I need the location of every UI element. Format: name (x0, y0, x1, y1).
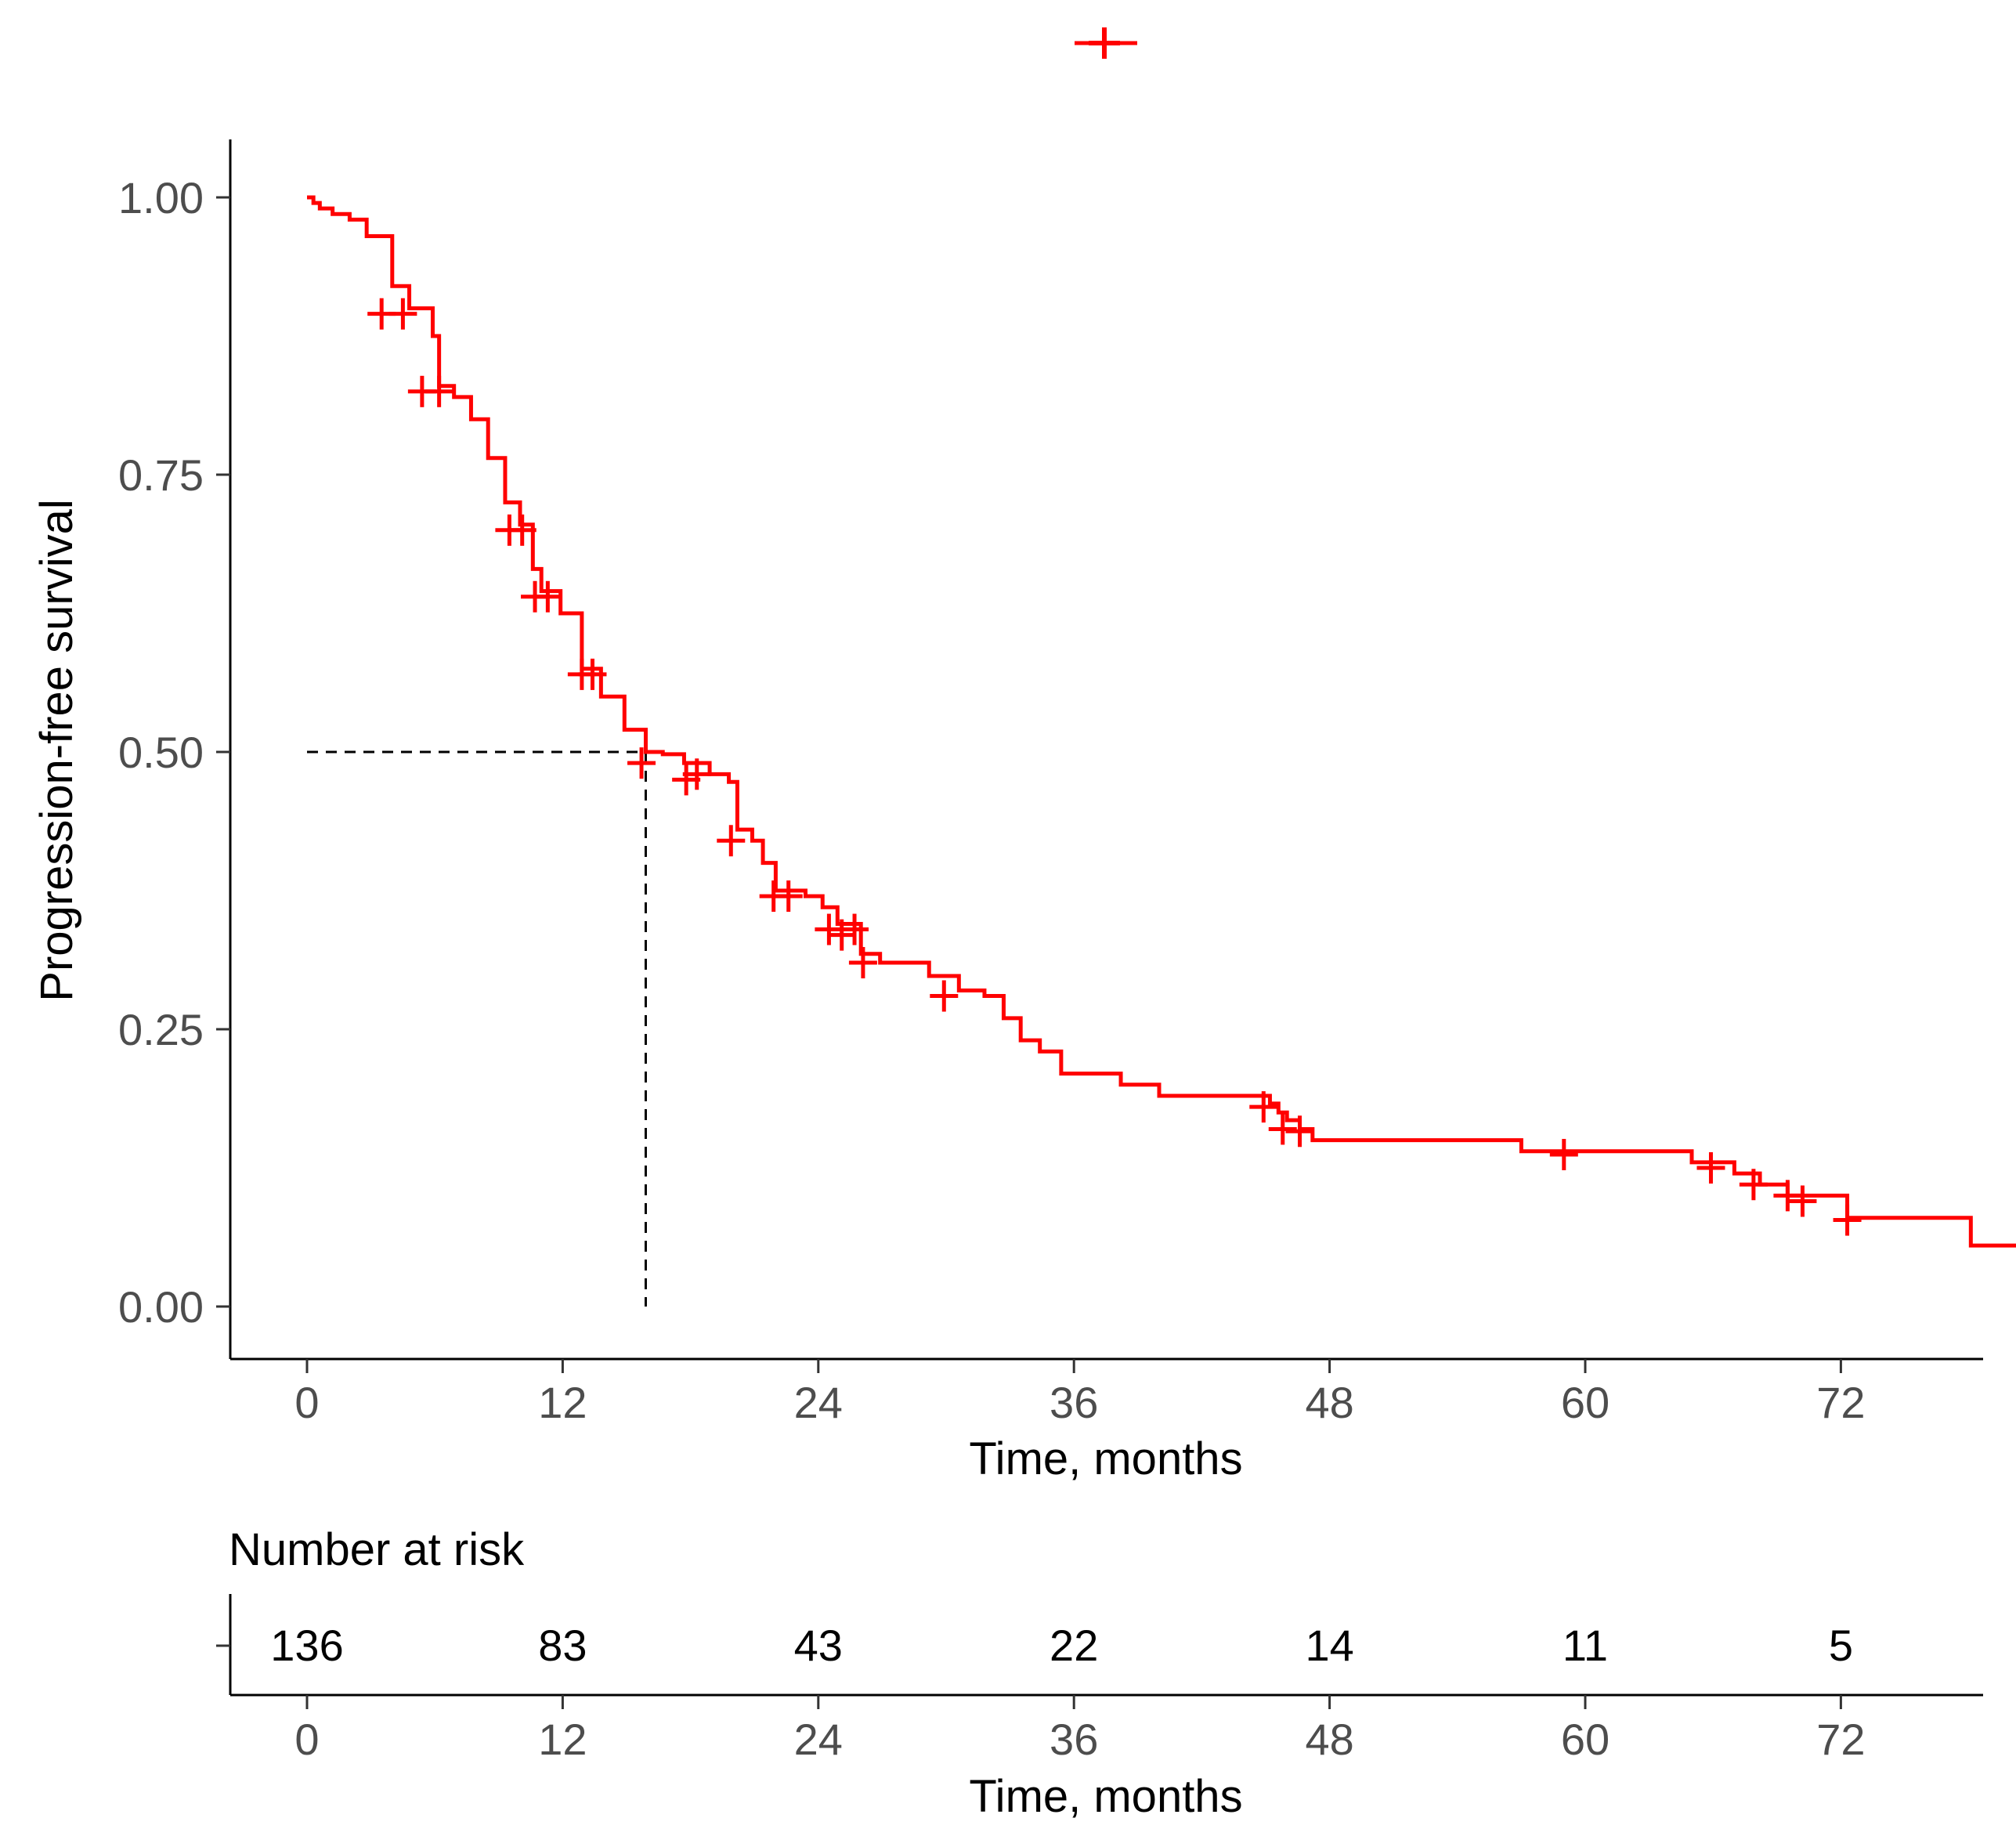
censor-mark (1833, 1204, 1862, 1236)
risk-count: 83 (538, 1621, 587, 1670)
censor-mark (1739, 1169, 1768, 1201)
x-ticks: 012243648607284 (294, 1359, 1866, 1427)
risk-x-ticks: 012243648607284 (294, 1695, 1866, 1764)
risk-x-tick-label: 0 (294, 1715, 319, 1764)
censor-mark (578, 658, 607, 690)
censor-mark (627, 747, 656, 779)
risk-count: 11 (1563, 1621, 1608, 1670)
risk-count: 43 (794, 1621, 843, 1670)
risk-x-tick-label: 36 (1050, 1715, 1098, 1764)
risk-count: 136 (270, 1621, 343, 1670)
censor-mark (388, 298, 417, 330)
risk-count: 14 (1305, 1621, 1353, 1670)
censor-mark (827, 919, 856, 951)
x-tick-label: 36 (1050, 1378, 1098, 1427)
censor-mark (1268, 1113, 1297, 1145)
risk-x-tick-label: 72 (1816, 1715, 1865, 1764)
x-axis-title: Time, months (969, 1433, 1242, 1484)
y-tick-label: 0.75 (118, 450, 204, 500)
censor-mark (533, 580, 562, 613)
y-tick-label: 1.00 (118, 173, 204, 222)
legend (1075, 27, 1137, 59)
x-tick-label: 0 (294, 1378, 319, 1427)
risk-count: 22 (1050, 1621, 1098, 1670)
risk-x-tick-label: 12 (538, 1715, 587, 1764)
censor-mark (848, 947, 877, 979)
censor-mark (1549, 1139, 1578, 1171)
y-tick-label: 0.50 (118, 728, 204, 777)
km-curve (307, 195, 2016, 1248)
censor-mark (425, 375, 453, 407)
risk-table-title: Number at risk (229, 1524, 525, 1575)
x-tick-label: 60 (1561, 1378, 1610, 1427)
censor-mark (1249, 1091, 1278, 1123)
y-ticks: 0.00 0.25 0.50 0.75 1.00 (118, 173, 230, 1332)
x-tick-label: 24 (794, 1378, 843, 1427)
risk-x-axis-title: Time, months (969, 1771, 1242, 1822)
censor-mark (682, 758, 711, 790)
censor-mark (508, 514, 537, 546)
censor-mark (774, 880, 803, 913)
censor-marks (367, 298, 1862, 1236)
censor-mark (930, 980, 959, 1012)
censor-mark (840, 913, 869, 945)
risk-x-tick-label: 24 (794, 1715, 843, 1764)
y-tick-label: 0.25 (118, 1005, 204, 1054)
y-axis-title: Progression-free survival (31, 499, 82, 1001)
censor-mark (1788, 1185, 1817, 1217)
censor-mark (1285, 1115, 1314, 1148)
x-tick-label: 12 (538, 1378, 587, 1427)
risk-x-tick-label: 48 (1305, 1715, 1353, 1764)
y-tick-label: 0.00 (118, 1282, 204, 1332)
censor-mark (717, 825, 746, 857)
risk-count: 5 (1829, 1621, 1853, 1670)
censor-mark (1773, 1180, 1802, 1212)
x-tick-label: 48 (1305, 1378, 1353, 1427)
risk-x-tick-label: 60 (1561, 1715, 1610, 1764)
x-tick-label: 72 (1816, 1378, 1865, 1427)
censor-mark (1696, 1152, 1725, 1184)
censor-mark (815, 913, 844, 945)
risk-counts: 136834322141152 (270, 1621, 1853, 1670)
